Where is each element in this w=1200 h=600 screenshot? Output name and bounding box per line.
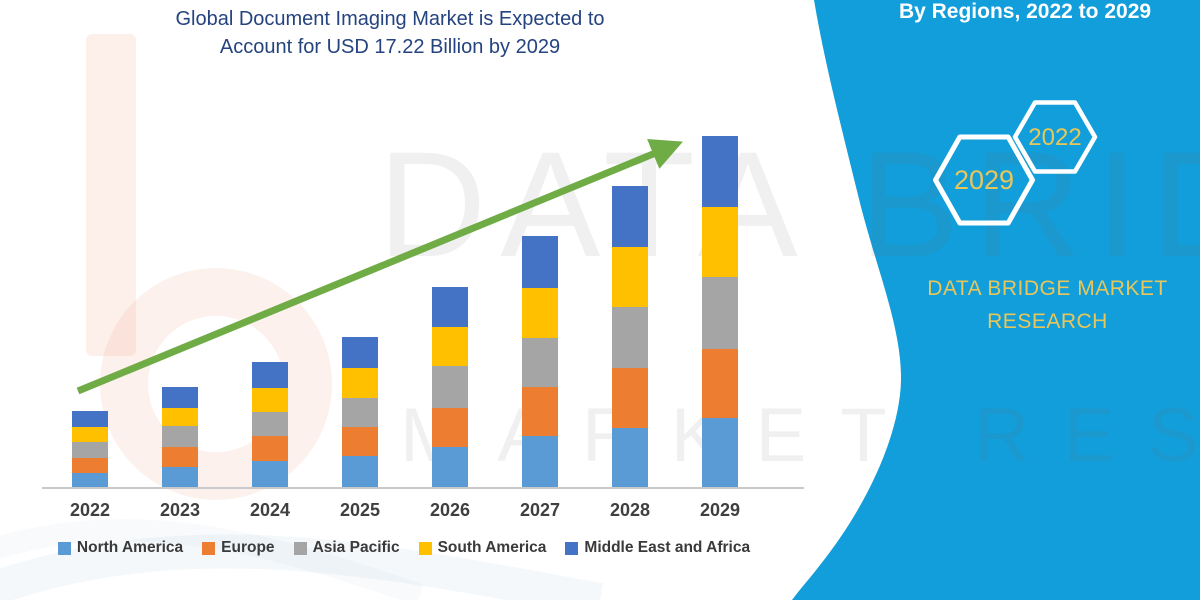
brand-name-line2: RESEARCH [987,310,1108,333]
bar-segment [342,427,378,456]
bar-segment [612,307,648,368]
legend-item: Europe [202,539,275,557]
bar-2025 [342,337,378,488]
bar-segment [162,387,198,408]
chart-title-line1: Global Document Imaging Market is Expect… [175,8,605,30]
hexagon-2022-label: 2022 [1028,124,1081,151]
brand-name-line1: DATA BRIDGE MARKET [927,277,1168,300]
bar-segment [612,247,648,307]
legend-item: North America [57,539,184,557]
bar-segment [432,366,468,408]
bar-2027 [522,236,558,488]
legend-label: South America [437,539,547,556]
bar-segment [702,277,738,349]
bar-segment [252,388,288,412]
bar-2028 [612,186,648,488]
legend-item: Asia Pacific [293,539,400,557]
bar-segment [522,236,558,288]
bar-segment [72,411,108,427]
bar-segment [72,458,108,473]
chart-legend: North America Europe Asia Pacific South Ame… [0,539,808,557]
bar-segment [612,186,648,247]
legend-swatch-icon [57,541,71,555]
bar-segment [162,408,198,426]
legend-label: North America [76,539,184,556]
x-axis-tick-label: 2024 [249,500,291,520]
x-axis-tick-label: 2028 [609,500,651,520]
legend-swatch-icon [202,541,216,555]
bar-2022 [72,411,108,488]
legend-swatch-icon [418,541,432,555]
bar-segment [702,349,738,418]
x-axis-line [42,487,804,489]
bar-segment [432,447,468,488]
bar-segment [252,362,288,388]
x-axis-tick-label: 2023 [159,500,201,520]
bar-segment [432,287,468,327]
bar-segment [72,473,108,488]
legend-label: Asia Pacific [312,539,400,556]
bar-segment [432,408,468,447]
bar-segment [432,327,468,366]
bar-segment [162,426,198,447]
bar-segment [342,398,378,427]
chart-title: Global Document Imaging Market is Expect… [0,5,780,61]
legend-label: Europe [221,539,275,556]
legend-swatch-icon [293,541,307,555]
bar-2024 [252,362,288,488]
bar-segment [612,428,648,488]
bar-segment [162,467,198,488]
bar-segment [252,412,288,436]
legend-item: Middle East and Africa [565,539,750,557]
x-axis-tick-label: 2029 [699,500,741,520]
bar-2023 [162,387,198,488]
hexagon-2022-icon [1012,100,1098,174]
x-axis-tick-label: 2022 [69,500,111,520]
bar-segment [522,436,558,488]
bar-segment [342,368,378,398]
bar-segment [162,447,198,467]
x-axis-tick-label: 2027 [519,500,561,520]
bar-segment [702,207,738,277]
bar-segment [252,461,288,488]
brand-name-text: DATA BRIDGE MARKET RESEARCH [895,272,1200,338]
x-axis-tick-label: 2025 [339,500,381,520]
year-hexagons: 2022 2029 [933,100,1098,226]
bar-segment [72,442,108,458]
side-panel-heading: By Regions, 2022 to 2029 [898,0,1152,23]
chart-title-line2: Account for USD 17.22 Billion by 2029 [219,36,561,58]
legend-label: Middle East and Africa [584,539,751,556]
bar-segment [252,436,288,461]
bar-2026 [432,287,468,488]
bar-segment [612,368,648,428]
bar-segment [522,338,558,387]
x-axis-tick-label: 2026 [429,500,471,520]
bar-segment [342,456,378,488]
bar-segment [522,288,558,338]
bar-segment [342,337,378,368]
legend-swatch-icon [565,541,579,555]
bar-segment [702,136,738,207]
bar-segment [522,387,558,436]
bar-segment [702,418,738,488]
bar-segment [72,427,108,442]
bar-2029 [702,136,738,488]
hexagon-2029-label: 2029 [954,165,1014,195]
hexagon-2029-icon [933,134,1035,226]
legend-item: South America [418,539,547,557]
